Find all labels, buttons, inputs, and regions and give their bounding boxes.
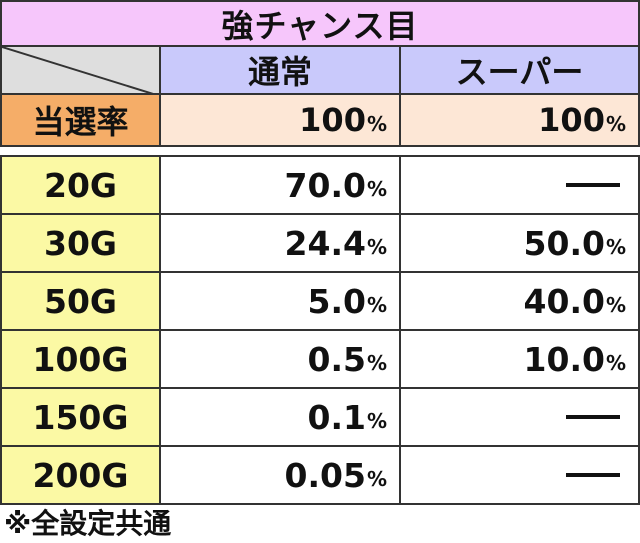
table-cell-normal: 0.1% [159,387,401,447]
dash-mark [566,473,620,477]
table-cell-super: 50.0% [399,213,640,273]
footnote: ※全設定共通 [4,507,172,540]
table-cell-super: 40.0% [399,271,640,331]
table-cell-super [399,155,640,215]
cell-value: 0.05 [284,455,366,495]
table-row-label: 100G [0,329,161,389]
cell-value: 5.0 [307,281,366,321]
table-cell-normal: 70.0% [159,155,401,215]
percent-unit: % [366,177,387,201]
percent-unit: % [605,112,626,136]
column-header-normal: 通常 [159,45,401,95]
table-title: 強チャンス目 [0,0,640,47]
table-row-label: 20G [0,155,161,215]
table-row-label: 200G [0,445,161,505]
rate-value-text: 100 [299,101,366,139]
cell-value: 50.0 [523,223,605,263]
percent-unit: % [366,409,387,433]
table-cell-super [399,387,640,447]
cell-value: 0.1 [307,397,366,437]
percent-unit: % [605,293,626,317]
percent-unit: % [366,112,387,136]
table-row-label: 150G [0,387,161,447]
percent-unit: % [605,351,626,375]
rate-label: 当選率 [0,93,161,147]
column-header-super: スーパー [399,45,640,95]
table-cell-super: 10.0% [399,329,640,389]
cell-value: 70.0 [284,165,366,205]
cell-value: 24.4 [284,223,366,263]
table-cell-normal: 0.5% [159,329,401,389]
table-cell-normal: 24.4% [159,213,401,273]
table-row-label: 30G [0,213,161,273]
dash-mark [566,183,620,187]
percent-unit: % [605,235,626,259]
cell-value: 40.0 [523,281,605,321]
cell-value: 10.0 [523,339,605,379]
cell-value: 0.5 [307,339,366,379]
dash-mark [566,415,620,419]
rate-value-text: 100 [538,101,605,139]
rate-value-normal: 100% [159,93,401,147]
percent-unit: % [366,467,387,491]
corner-cell [0,45,161,95]
rate-value-super: 100% [399,93,640,147]
percent-unit: % [366,235,387,259]
percent-unit: % [366,293,387,317]
table-cell-super [399,445,640,505]
table-cell-normal: 5.0% [159,271,401,331]
table-cell-normal: 0.05% [159,445,401,505]
table-row-label: 50G [0,271,161,331]
diagonal-line [2,47,154,93]
percent-unit: % [366,351,387,375]
